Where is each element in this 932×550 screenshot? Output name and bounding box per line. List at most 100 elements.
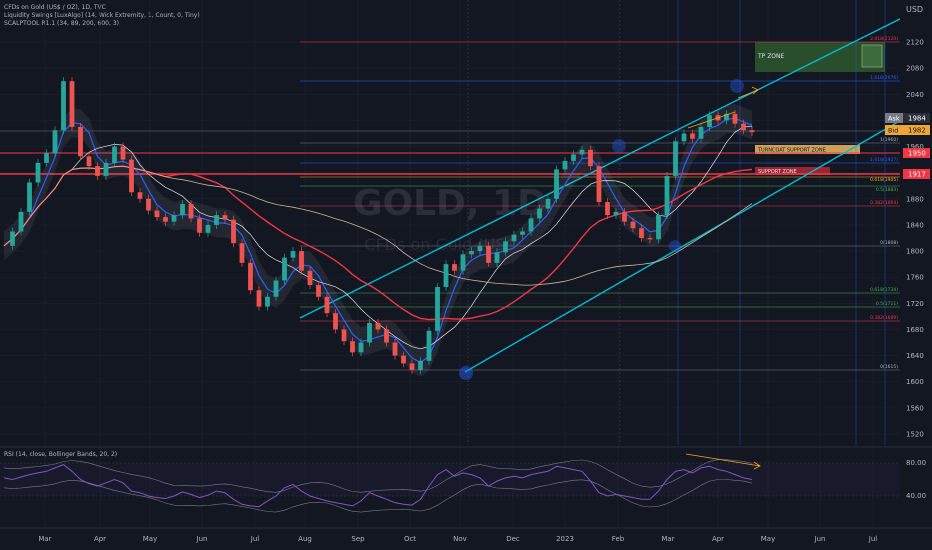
indicator-liquidity-swings[interactable]: Liquidity Swings [LuxAlgo] (14, Wick Ext… [4, 12, 200, 19]
candle-body [622, 211, 627, 222]
time-tick: Jul [250, 535, 260, 543]
candle-body [520, 231, 525, 235]
candle-body [639, 228, 644, 238]
time-tick: Nov [453, 535, 467, 543]
rsi-line [3, 464, 753, 508]
fib-1-label: 1(1960) [880, 137, 898, 143]
candle-body [137, 192, 143, 199]
time-tick: Jul [868, 535, 878, 543]
candle-body [78, 126, 83, 157]
level-1917-badge: 1917 [908, 171, 926, 179]
candle-body [452, 264, 457, 271]
candle-body [171, 215, 177, 222]
candle-body [290, 251, 296, 258]
watermark-symbol: GOLD, 1D [353, 183, 547, 224]
candle-body [647, 238, 653, 240]
candle-body [409, 363, 415, 370]
candle-body [681, 133, 687, 142]
candle-body [146, 198, 151, 211]
candle-body [579, 149, 585, 155]
candle-body [307, 270, 313, 286]
pivot-circle-apr [730, 79, 744, 93]
candle-body [69, 81, 75, 127]
candle-body [52, 130, 58, 154]
vertical-markers [677, 0, 886, 445]
candle-body [35, 162, 41, 183]
candle-body [316, 285, 321, 297]
candle-body [384, 329, 389, 343]
candle-body [588, 149, 593, 167]
candle-body [605, 202, 610, 216]
price-tick: 1840 [906, 221, 924, 229]
candle-body [214, 215, 219, 225]
rsi-title[interactable]: RSI (14, close, Bollinger Bands, 20, 2) [4, 451, 117, 458]
candle-body [239, 243, 245, 263]
ask-label: Ask [888, 115, 900, 123]
rsi-band-fill [0, 463, 900, 496]
turncoat-zone-label: TURNCOAT SUPPORT ZONE [757, 148, 826, 154]
price-tick: 1880 [906, 195, 924, 203]
price-tick: 1600 [906, 378, 924, 386]
fib-0382b-label: 0.382(1689) [870, 315, 898, 321]
candle-body [435, 287, 440, 331]
indicator-scalptool[interactable]: SCALPTOOL R1.1 (34, 89, 200, 600, 3) [4, 20, 119, 27]
candle-body [95, 166, 100, 176]
time-tick: 2023 [556, 535, 574, 543]
channel-lower-line[interactable] [464, 114, 911, 373]
channel-upper-line[interactable] [299, 3, 931, 319]
candle-body [273, 280, 279, 297]
fib-0618-label: 0.618(1905) [870, 177, 898, 183]
time-tick: Mar [38, 535, 51, 543]
ask-price: 1984 [908, 115, 926, 123]
candle-body [732, 113, 738, 124]
candle-body [656, 215, 661, 240]
time-tick: Jun [196, 535, 208, 543]
candle-body [401, 355, 406, 364]
candle-body [188, 204, 194, 219]
candle-body [120, 146, 126, 160]
time-tick: Jun [814, 535, 826, 543]
support-zone-label: SUPPORT ZONE [758, 169, 797, 175]
candle-body [358, 342, 364, 353]
candle-body [571, 154, 576, 161]
price-tick: 1680 [906, 326, 924, 334]
rsi-divergence-arrow-icon [685, 453, 761, 470]
money-icon [861, 44, 883, 68]
time-tick: Apr [94, 535, 106, 543]
price-tick: 1760 [906, 274, 924, 282]
pivot-circle-mar [669, 240, 681, 252]
divergence-line-price [687, 111, 736, 129]
fib-2618-label: 2.618(2120) [870, 36, 898, 42]
candle-body [341, 329, 347, 342]
time-tick: Aug [298, 535, 312, 543]
price-tick: 1960 [906, 143, 924, 151]
time-tick: Oct [404, 535, 416, 543]
candle-body [333, 313, 338, 330]
ma-long-line [3, 165, 753, 286]
bid-price: 1982 [908, 127, 926, 135]
candle-body [418, 360, 423, 370]
candle-body [299, 251, 304, 271]
candle-body [511, 234, 517, 242]
fib-05b-label: 0.5(1711) [876, 301, 898, 307]
time-axis[interactable]: Mar Apr May Jun Jul Aug Sep Oct Nov Dec 2023 Feb Mar… [38, 535, 877, 543]
time-tick: Mar [661, 535, 674, 543]
pivot-circle-feb [612, 139, 626, 153]
candle-body [724, 113, 729, 121]
candle-body [698, 126, 704, 139]
candle-body [469, 251, 474, 255]
bid-label: Bid [888, 127, 898, 135]
price-tick: 1800 [906, 248, 924, 256]
candle-body [630, 221, 636, 229]
fib-05-label: 0.5(1883) [876, 187, 898, 193]
candle-body [86, 156, 92, 167]
fib-1618-label: 1.618(2076) [870, 75, 898, 81]
candle-body [10, 231, 15, 246]
rsi-tick-80: 80.00 [906, 459, 926, 467]
price-tick: 2120 [906, 39, 924, 47]
candle-body [103, 162, 109, 176]
candle-body [613, 211, 619, 216]
time-tick: Feb [612, 535, 625, 543]
candle-body [367, 322, 372, 343]
